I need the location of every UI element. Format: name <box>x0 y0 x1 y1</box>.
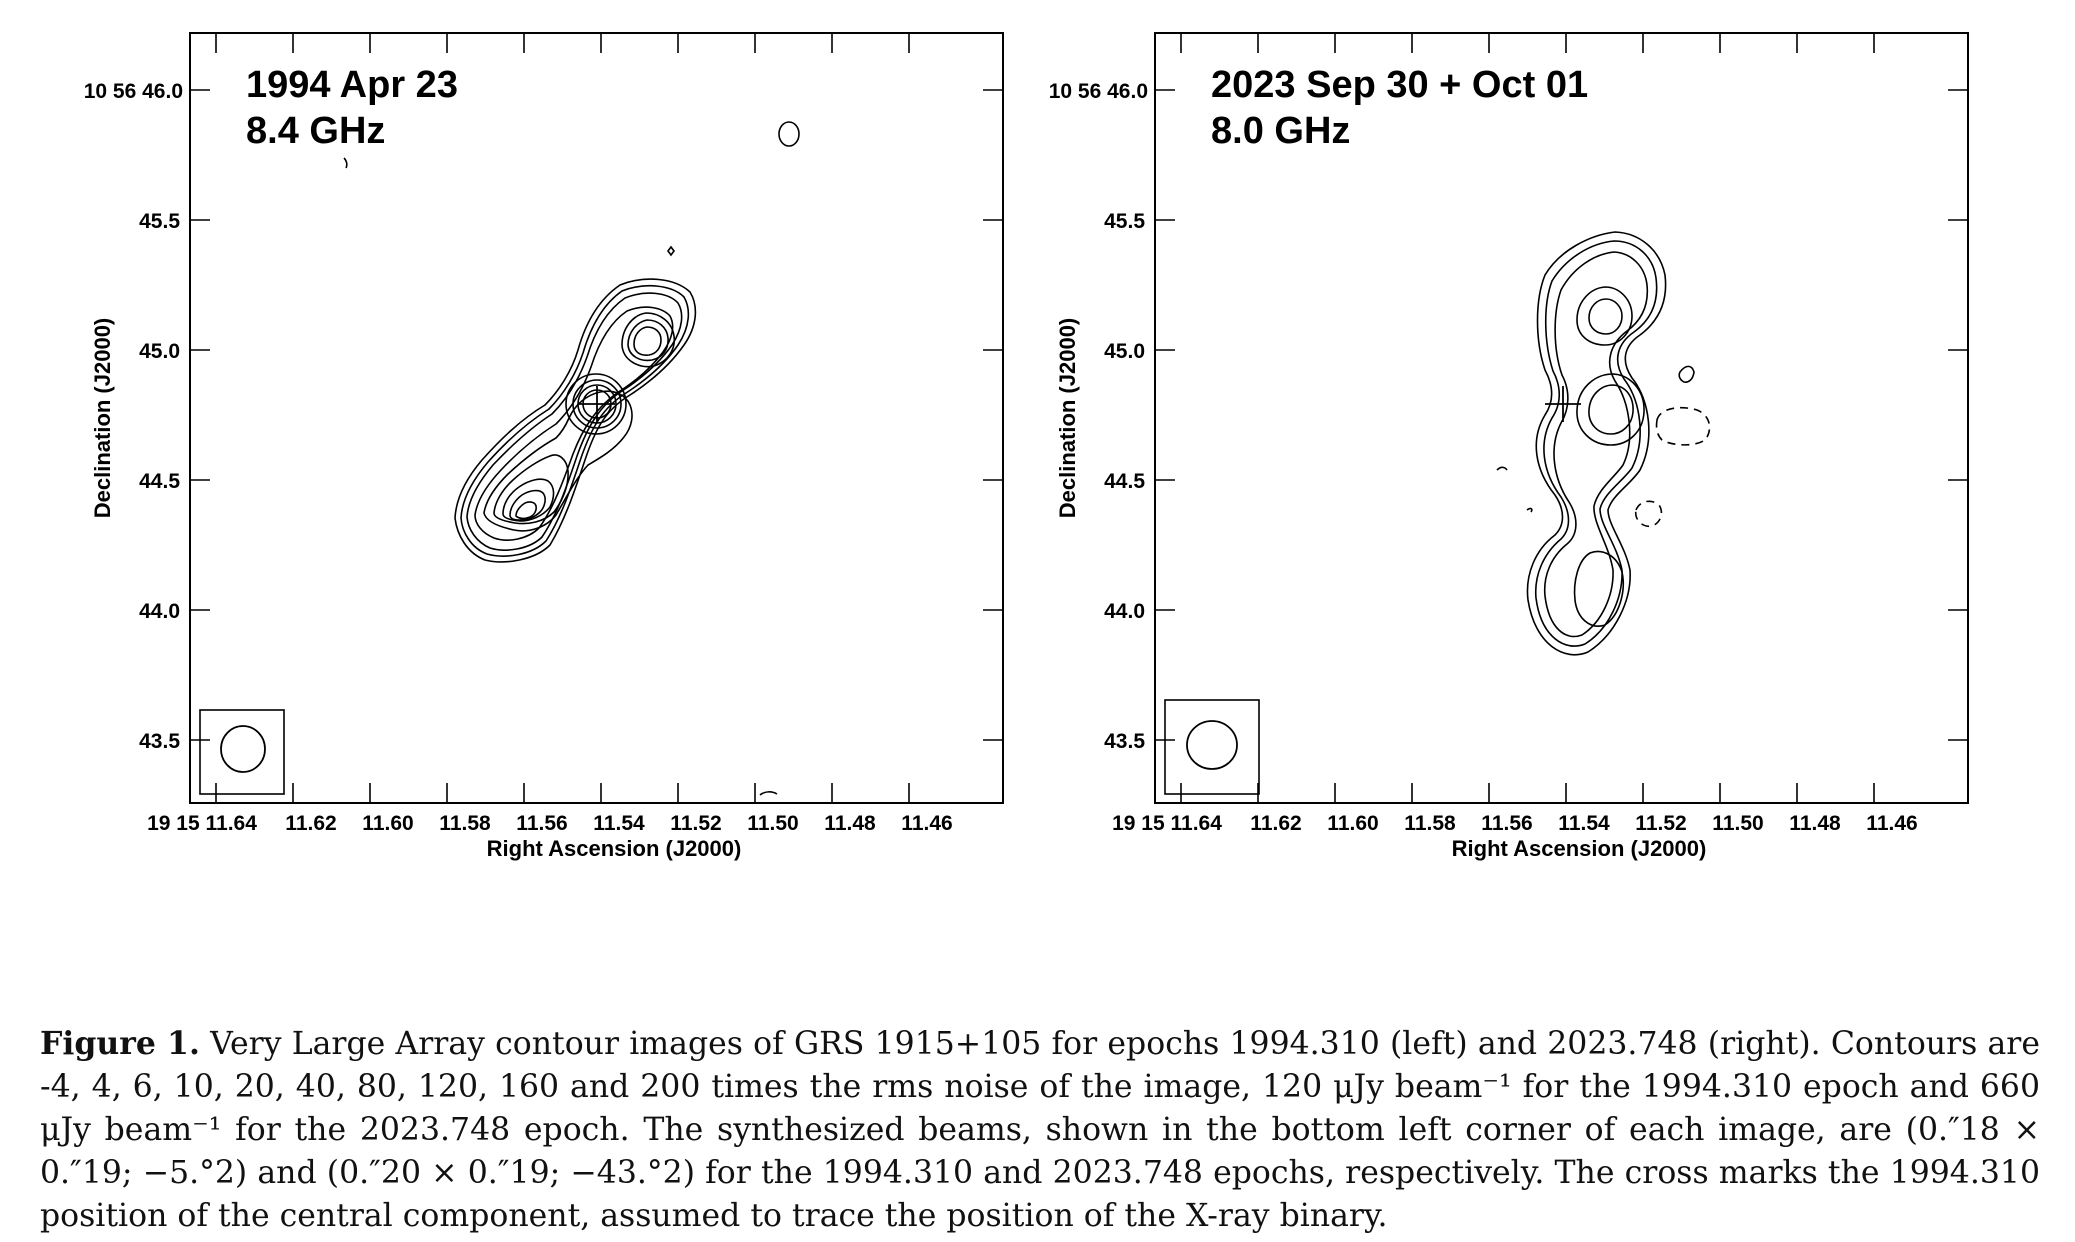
right-ytick-5: 43.5 <box>1104 730 1145 753</box>
right-ytick-4: 44.0 <box>1104 600 1145 623</box>
right-ytick-1: 45.5 <box>1104 210 1145 233</box>
left-contour-15 <box>627 319 669 362</box>
right-negative-contour-1 <box>1655 406 1711 446</box>
right-contour-8 <box>1573 550 1624 627</box>
right-x-axis-label: Right Ascension (J2000) <box>1452 836 1707 861</box>
right-xtick-5: 11.54 <box>1558 812 1610 835</box>
left-contour-6 <box>493 454 569 525</box>
left-ytick-3: 44.5 <box>139 470 180 493</box>
left-y-axis-label: Declination (J2000) <box>90 318 115 519</box>
right-xtick-4: 11.56 <box>1481 812 1532 835</box>
left-ytick-0: 10 56 46.0 <box>84 80 183 103</box>
left-contour-10 <box>565 373 627 435</box>
right-xtick-1: 11.62 <box>1250 812 1301 835</box>
left-ytick-2: 45.0 <box>139 340 180 363</box>
right-beam-box <box>1164 699 1260 795</box>
right-negative-contour-2 <box>1634 500 1663 528</box>
left-panel: 10 56 46.0 45.5 45.0 44.5 44.0 43.5 19 1… <box>84 32 1004 861</box>
left-xtick-7: 11.50 <box>747 812 798 835</box>
left-plot-frame <box>189 32 1004 804</box>
left-ytick-1: 45.5 <box>139 210 180 233</box>
left-x-axis-label: Right Ascension (J2000) <box>487 836 742 861</box>
right-contour-5 <box>1588 384 1634 435</box>
left-contour-1 <box>454 278 697 563</box>
left-contour-16 <box>633 326 662 356</box>
right-panel: 10 56 46.0 45.5 45.0 44.5 44.0 43.5 19 1… <box>1049 32 1969 861</box>
left-noise-contour-4 <box>759 791 778 796</box>
right-contour-6 <box>1576 286 1633 346</box>
right-noise-contour-3 <box>1526 507 1533 513</box>
right-xtick-2: 11.60 <box>1327 812 1378 835</box>
right-xtick-3: 11.58 <box>1404 812 1456 835</box>
right-contour-7 <box>1588 298 1623 335</box>
left-frequency-label: 8.4 GHz <box>246 110 385 152</box>
left-beam-ellipse <box>220 725 266 773</box>
caption-text: Very Large Array contour images of GRS 1… <box>40 1026 2041 1234</box>
right-epoch-label: 2023 Sep 30 + Oct 01 <box>1211 64 1588 106</box>
right-ytick-3: 44.5 <box>1104 470 1145 493</box>
left-x-ticks <box>215 33 910 803</box>
left-contour-5 <box>483 390 633 532</box>
right-contour-2 <box>1534 240 1658 647</box>
caption-label: Figure 1. <box>40 1025 200 1062</box>
left-contours <box>343 121 800 796</box>
right-xtick-6: 11.52 <box>1635 812 1686 835</box>
left-ytick-5: 43.5 <box>139 730 180 753</box>
left-y-ticks <box>190 89 1003 741</box>
right-noise-contour-1 <box>1678 365 1695 383</box>
left-xtick-4: 11.56 <box>516 812 567 835</box>
left-xtick-5: 11.54 <box>593 812 645 835</box>
right-contour-1 <box>1526 231 1667 656</box>
left-contour-14 <box>621 312 676 368</box>
right-contours <box>1496 231 1695 656</box>
right-plot-frame <box>1154 32 1969 804</box>
left-contour-8 <box>509 489 546 521</box>
left-xtick-3: 11.58 <box>439 812 491 835</box>
right-noise-contour-2 <box>1496 466 1508 471</box>
right-beam-ellipse <box>1186 720 1238 770</box>
left-beam-box <box>199 709 285 795</box>
right-ytick-0: 10 56 46.0 <box>1049 80 1148 103</box>
right-x-ticks <box>1180 33 1875 803</box>
right-negative-contours <box>1634 406 1711 528</box>
left-noise-contour-1 <box>778 121 800 147</box>
left-xtick-6: 11.52 <box>670 812 721 835</box>
left-xtick-2: 11.60 <box>362 812 413 835</box>
left-contour-9 <box>515 501 537 520</box>
right-xtick-8: 11.48 <box>1789 812 1841 835</box>
right-xtick-9: 11.46 <box>1866 812 1917 835</box>
left-contour-11 <box>572 379 622 429</box>
left-contour-12 <box>577 384 617 424</box>
right-xtick-7: 11.50 <box>1712 812 1763 835</box>
left-noise-contour-2 <box>667 245 675 257</box>
left-xtick-8: 11.48 <box>824 812 876 835</box>
left-xtick-1: 11.62 <box>285 812 336 835</box>
right-ytick-2: 45.0 <box>1104 340 1145 363</box>
left-contour-2 <box>460 285 690 557</box>
figure-caption: Figure 1. Very Large Array contour image… <box>40 1022 2040 1238</box>
right-contour-4 <box>1576 373 1645 446</box>
left-contour-3 <box>466 292 683 551</box>
left-noise-contour-3 <box>343 157 348 169</box>
left-xtick-0: 19 15 11.64 <box>147 812 257 835</box>
right-position-cross <box>1545 386 1581 422</box>
left-position-cross <box>579 386 615 422</box>
figure-plots: 10 56 46.0 45.5 45.0 44.5 44.0 43.5 19 1… <box>84 32 1969 861</box>
right-xtick-0: 19 15 11.64 <box>1112 812 1222 835</box>
left-ytick-4: 44.0 <box>139 600 180 623</box>
left-epoch-label: 1994 Apr 23 <box>246 64 458 106</box>
left-xtick-9: 11.46 <box>901 812 952 835</box>
right-y-axis-label: Declination (J2000) <box>1055 318 1080 519</box>
right-frequency-label: 8.0 GHz <box>1211 110 1350 152</box>
